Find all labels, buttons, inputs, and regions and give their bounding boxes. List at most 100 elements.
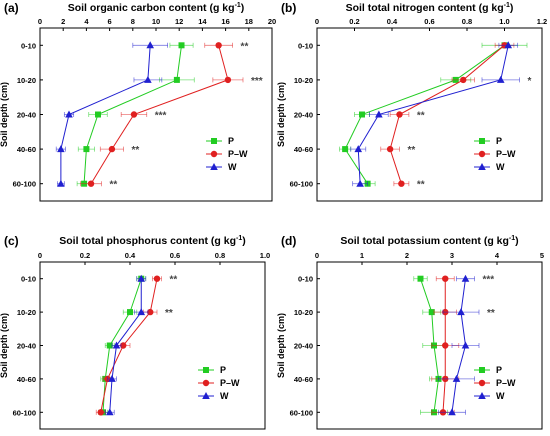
y-axis-label: Soil depth (cm) [276, 313, 286, 378]
y-tick-label: 40-60 [294, 375, 313, 384]
y-axis-label: Soil depth (cm) [276, 82, 286, 147]
x-tick-label: 6 [108, 17, 112, 26]
legend-label: W [220, 391, 229, 401]
x-tick-label: 0 [38, 251, 42, 260]
y-axis-label: Soil depth (cm) [0, 313, 9, 378]
data-point-W [112, 341, 121, 349]
plot-frame [316, 27, 543, 202]
legend-marker [478, 163, 486, 170]
data-point-P [173, 76, 180, 83]
x-tick-label: 14 [198, 17, 207, 26]
significance-label: *** [483, 275, 495, 286]
chart-title: Soil organic carbon content (g kg-1) [68, 2, 245, 14]
x-tick-label: 0.4 [125, 251, 136, 260]
data-point-W [452, 374, 461, 382]
data-point-P-W [130, 111, 138, 118]
data-point-W [354, 145, 363, 153]
y-tick-label: 10-20 [17, 308, 36, 317]
significance-label: * [528, 76, 532, 87]
y-tick-label: 40-60 [17, 145, 36, 154]
significance-label: *** [251, 76, 263, 87]
legend-label: W [496, 391, 505, 401]
chart-panel-1: (a) Soil organic carbon content (g kg-1) 0… [0, 1, 276, 202]
x-tick-label: 20 [268, 17, 276, 26]
x-tick-label: 1.0 [260, 251, 270, 260]
y-tick-label: 20-40 [294, 342, 313, 351]
data-point-P [178, 42, 185, 49]
data-point-P-W [215, 42, 222, 49]
y-tick-label: 40-60 [294, 145, 313, 154]
data-point-P-W [97, 409, 104, 416]
x-tick-label: 0.6 [424, 17, 434, 26]
x-tick-label: 1.0 [499, 17, 509, 26]
significance-label: ** [132, 145, 140, 156]
x-tick-label: 18 [245, 17, 253, 26]
legend-marker [202, 379, 210, 387]
significance-label: ** [165, 308, 173, 319]
data-point-W [105, 408, 114, 416]
data-point-P-W [224, 76, 232, 84]
data-point-P-W [147, 308, 154, 316]
legend-marker [478, 392, 486, 399]
data-point-P [83, 146, 90, 153]
x-tick-label: 0 [38, 17, 42, 26]
chart-title: Soil total phosphorus content (g kg-1) [59, 235, 245, 247]
legend-marker [479, 138, 485, 144]
legend-label: P–W [496, 378, 516, 388]
significance-label: ** [170, 275, 178, 286]
data-point-P-W [442, 275, 449, 282]
y-tick-label: 20-40 [17, 111, 36, 120]
y-tick-label: 0-10 [21, 275, 36, 284]
legend-marker [211, 138, 217, 144]
data-point-W [457, 308, 465, 316]
legend-label: P–W [496, 149, 516, 159]
legend-label: W [496, 162, 505, 172]
significance-label: ** [487, 308, 495, 319]
significance-label: ** [241, 41, 249, 52]
data-point-W [504, 41, 513, 49]
y-tick-label: 60-100 [290, 180, 313, 189]
chart-title: Soil total potassium content (g kg-1) [340, 235, 518, 247]
chart-title: Soil total nitrogen content (g kg-1) [346, 2, 514, 14]
data-point-P [417, 275, 424, 282]
x-tick-label: 0.8 [215, 251, 225, 260]
x-tick-label: 4 [495, 251, 500, 260]
x-tick-label: 8 [131, 17, 135, 26]
legend-label: P [228, 136, 234, 146]
plot-frame [39, 261, 266, 430]
data-point-W [448, 408, 456, 416]
panel-label: (c) [4, 234, 19, 248]
data-point-W [144, 75, 152, 83]
data-point-P-W [120, 342, 127, 349]
y-tick-label: 60-100 [290, 408, 313, 417]
data-point-P-W [153, 275, 161, 282]
y-tick-label: 10-20 [17, 76, 36, 85]
data-point-P-W [386, 145, 394, 153]
data-point-P [95, 111, 101, 118]
y-axis-label: Soil depth (cm) [0, 82, 9, 147]
data-point-P-W [396, 111, 403, 118]
data-point-P [342, 146, 349, 153]
panel-label: (d) [281, 234, 296, 248]
y-tick-label: 20-40 [17, 342, 36, 351]
data-point-W [146, 41, 154, 49]
data-point-W [375, 110, 383, 118]
chart-panel-4: (d) Soil total potassium content (g kg-1)… [276, 234, 544, 430]
y-tick-label: 40-60 [17, 375, 36, 384]
x-tick-label: 5 [540, 251, 544, 260]
data-point-W [65, 110, 73, 118]
y-tick-label: 10-20 [294, 76, 313, 85]
chart-panel-2: (b) Soil total nitrogen content (g kg-1) 0… [276, 1, 547, 202]
legend-label: P [496, 136, 502, 146]
data-point-W [57, 145, 65, 153]
data-point-P [127, 309, 133, 316]
x-tick-label: 0 [315, 251, 319, 260]
data-point-P-W [398, 180, 405, 187]
x-tick-label: 1 [360, 251, 364, 260]
y-tick-label: 10-20 [294, 308, 313, 317]
significance-label: ** [417, 180, 425, 191]
data-point-W [461, 341, 470, 349]
x-tick-label: 4 [84, 17, 89, 26]
legend-label: P [220, 365, 226, 375]
legend-marker [479, 367, 485, 373]
